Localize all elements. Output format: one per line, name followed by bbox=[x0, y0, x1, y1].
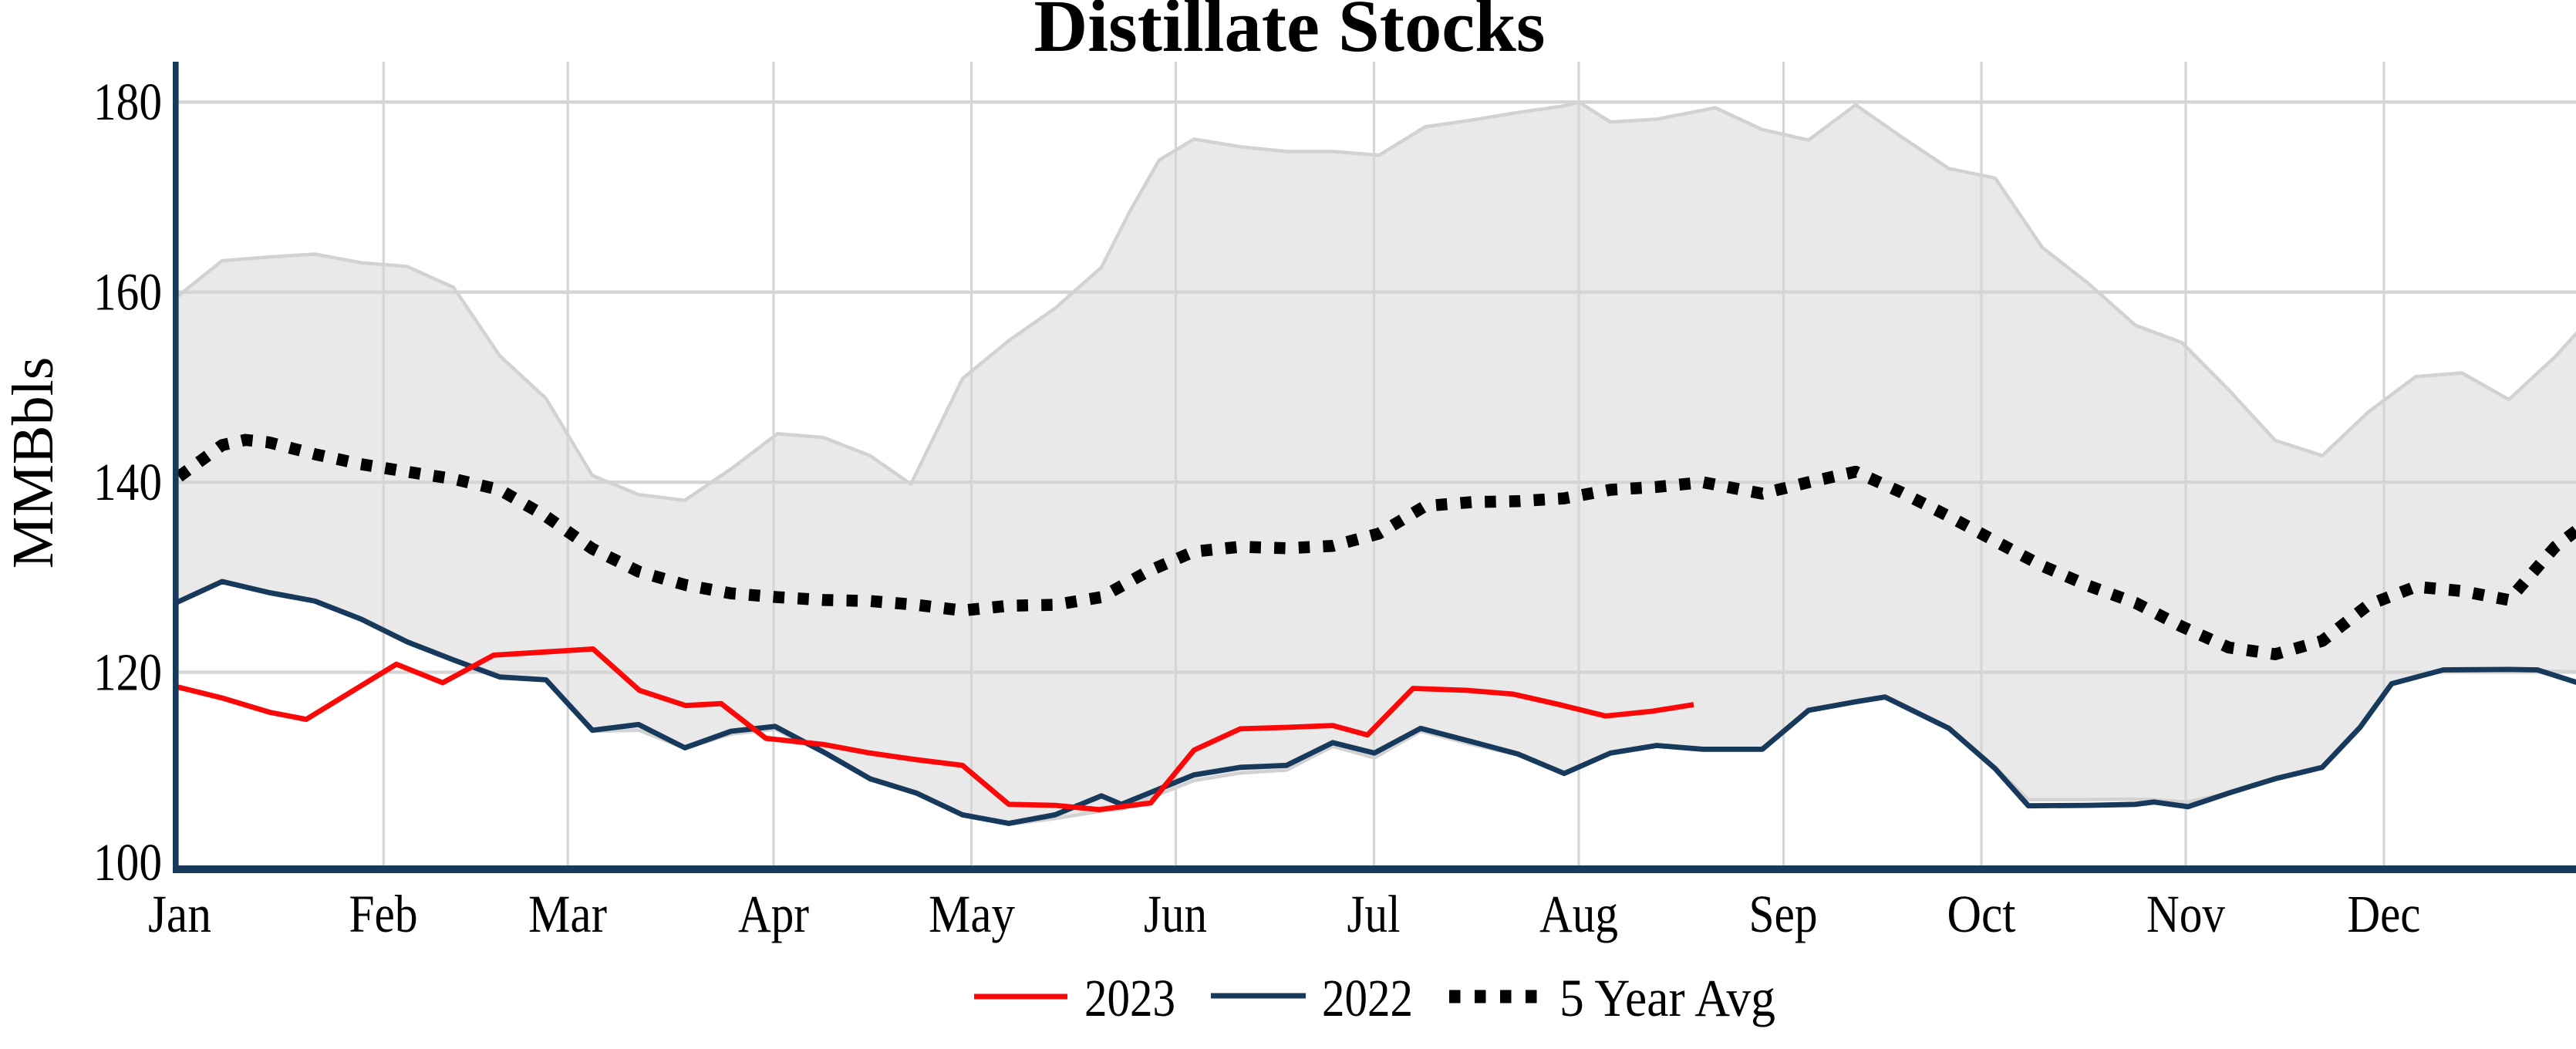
svg-text:160: 160 bbox=[93, 263, 162, 322]
svg-text:May: May bbox=[929, 885, 1015, 943]
svg-text:2023: 2023 bbox=[1084, 969, 1175, 1027]
svg-text:Apr: Apr bbox=[738, 885, 809, 943]
svg-text:Mar: Mar bbox=[528, 885, 607, 943]
svg-text:Aug: Aug bbox=[1539, 885, 1618, 943]
svg-text:Feb: Feb bbox=[349, 885, 418, 943]
svg-text:Jul: Jul bbox=[1347, 885, 1401, 943]
svg-text:Dec: Dec bbox=[2348, 885, 2421, 943]
svg-text:Jun: Jun bbox=[1144, 885, 1207, 943]
svg-text:Jan: Jan bbox=[148, 885, 211, 943]
svg-text:Oct: Oct bbox=[1947, 885, 2016, 943]
svg-text:140: 140 bbox=[93, 453, 162, 511]
svg-text:2022: 2022 bbox=[1322, 969, 1413, 1027]
svg-text:120: 120 bbox=[93, 643, 162, 701]
svg-text:5 Year Avg: 5 Year Avg bbox=[1559, 969, 1775, 1027]
svg-text:Nov: Nov bbox=[2146, 885, 2225, 943]
svg-text:MMBbls: MMBbls bbox=[1, 357, 66, 569]
svg-text:Sep: Sep bbox=[1749, 885, 1818, 943]
svg-text:180: 180 bbox=[93, 73, 162, 131]
svg-text:Distillate Stocks: Distillate Stocks bbox=[1034, 0, 1546, 67]
svg-text:100: 100 bbox=[93, 833, 162, 892]
